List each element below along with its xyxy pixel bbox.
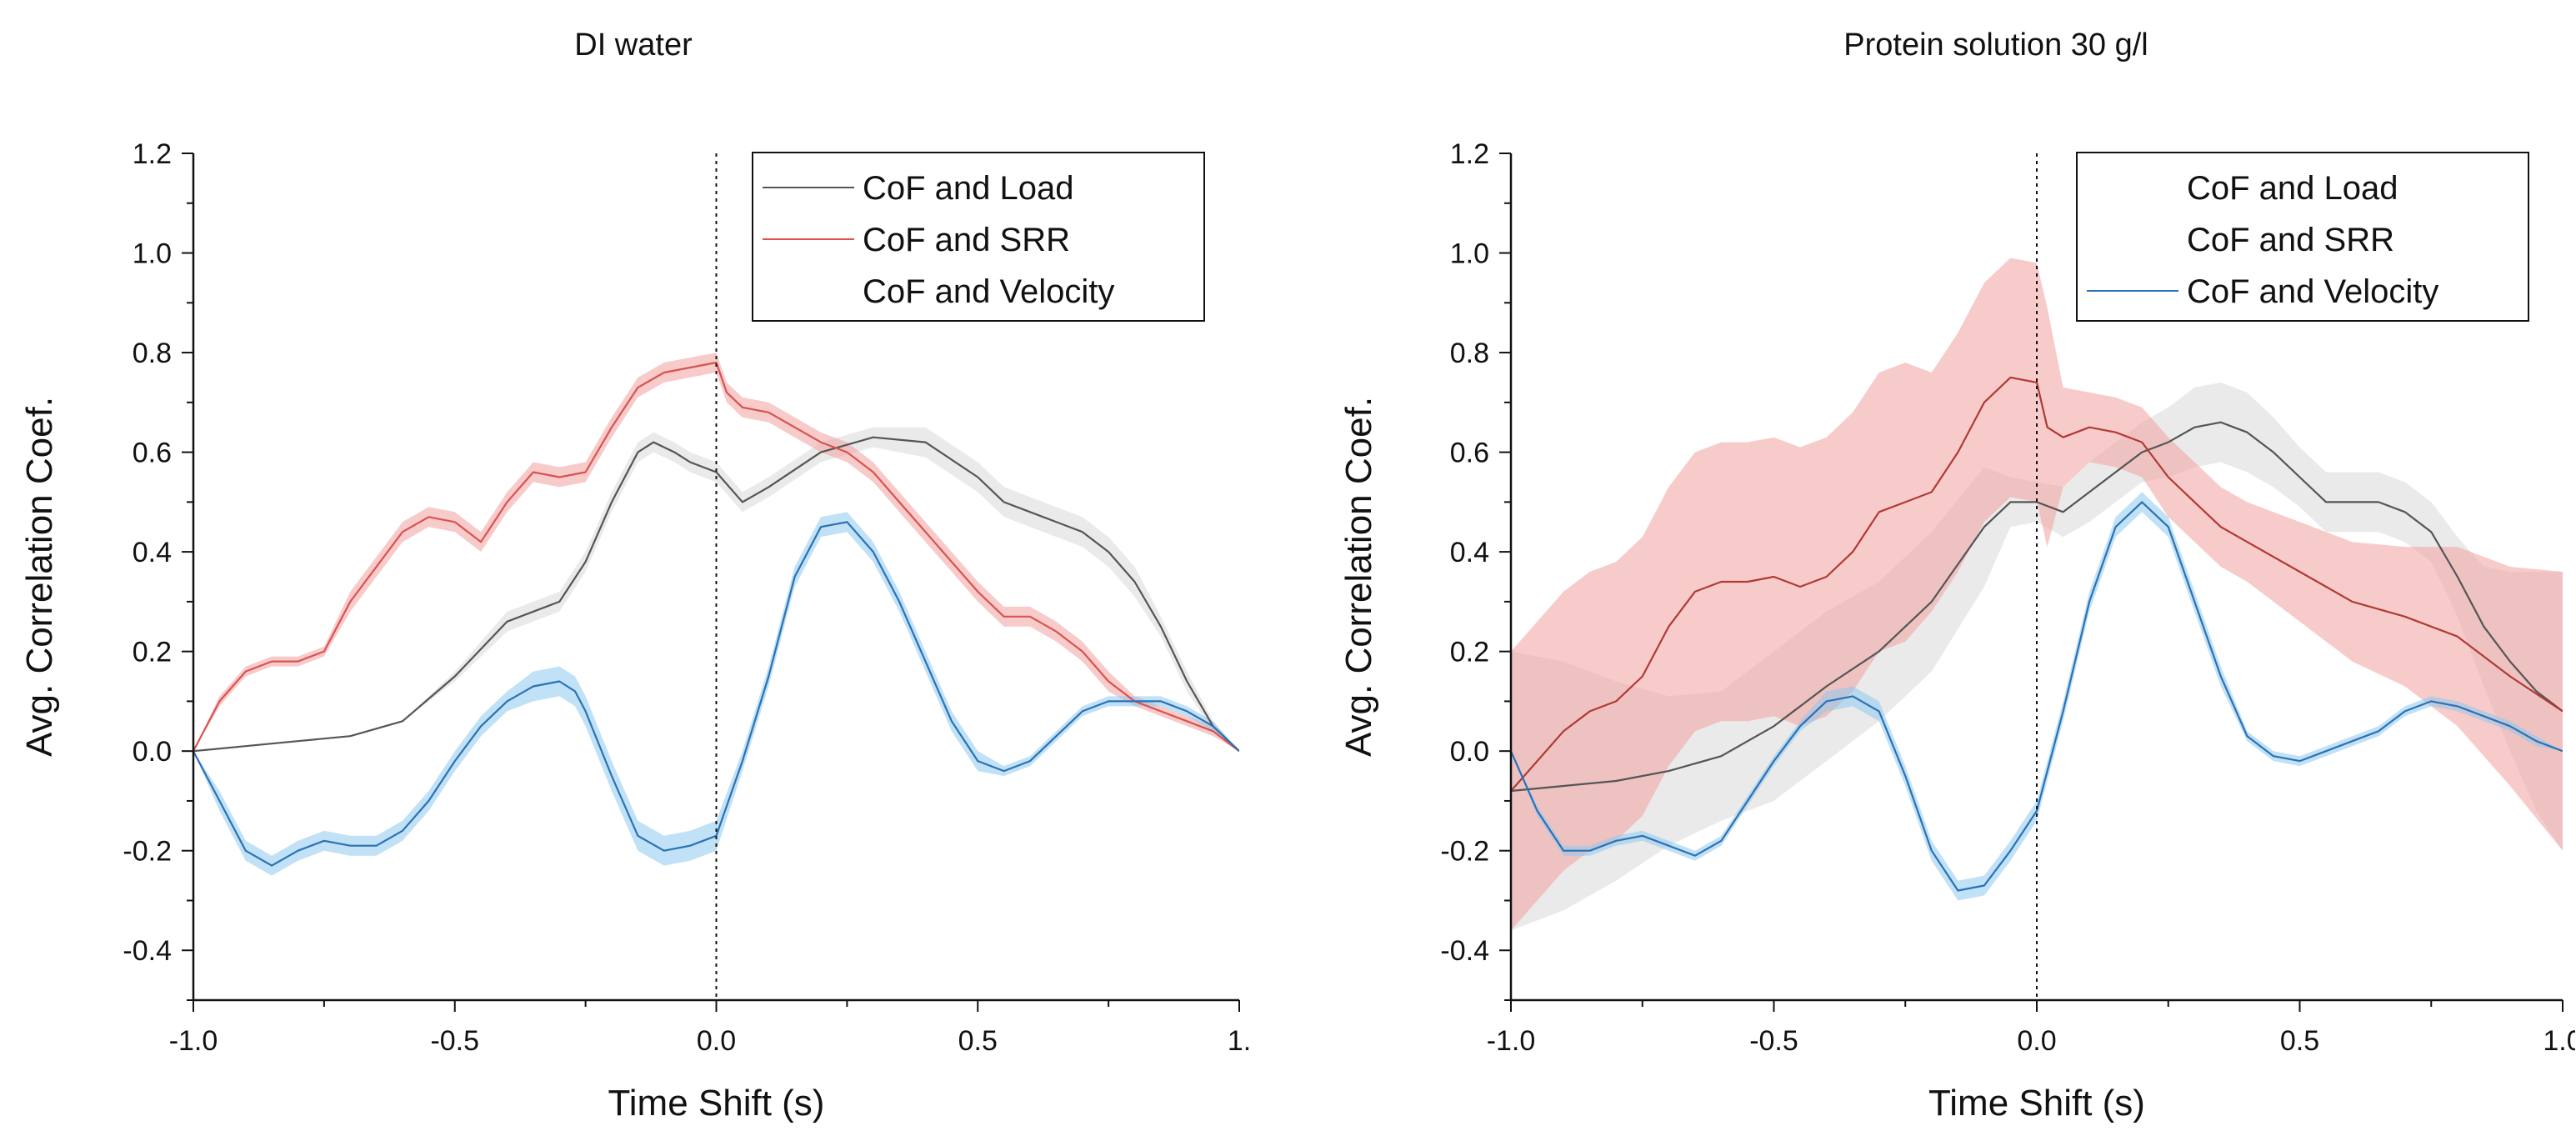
- y-tick-label: 0.4: [133, 537, 172, 568]
- y-axis-label: Avg. Correlation Coef.: [19, 397, 60, 757]
- y-tick-label: 0.6: [1450, 438, 1489, 469]
- x-axis-label: Time Shift (s): [1928, 1083, 2145, 1123]
- y-tick-label: 0.2: [1450, 637, 1489, 668]
- series-line-cof-and-velocity: [193, 521, 1239, 867]
- y-tick-label: 0.2: [133, 637, 172, 668]
- plot-area: [1511, 258, 2563, 931]
- legend-box: [2076, 152, 2529, 322]
- y-tick-label: -0.2: [1440, 836, 1489, 868]
- chart-di-water: DI water -0.4 -0.2 0.0 0.2 0.4 0.6 0.8 1.0 1.2 -1.…: [19, 28, 1251, 1123]
- y-axis-label: Avg. Correlation Coef.: [1338, 397, 1379, 757]
- legend: CoF and Load CoF and SRR CoF and Velocity: [752, 152, 1205, 322]
- y-tick-label: 1.2: [1450, 138, 1489, 170]
- chart-protein-solution: Protein solution 30 g/l -0.4 -0.2 0.0 0.2 0.4…: [1338, 28, 2575, 1123]
- x-tick-label: 0.5: [958, 1025, 998, 1057]
- band-cof-and-load: [1511, 382, 2563, 931]
- y-tick-label: 1.0: [133, 238, 172, 270]
- x-tick-label: 1.: [1228, 1025, 1251, 1057]
- plot-area: [193, 353, 1239, 876]
- legend-label-cof-and-load: CoF and Load: [863, 170, 1074, 207]
- y-tick-label: 0.6: [133, 438, 172, 469]
- legend: CoF and Load CoF and SRR CoF and Velocity: [2076, 152, 2529, 322]
- y-tick-label: 1.0: [1450, 238, 1489, 270]
- legend-box: [752, 152, 1205, 322]
- x-tick-label: -0.5: [1749, 1025, 1798, 1057]
- legend-label-cof-and-srr: CoF and SRR: [2187, 222, 2394, 258]
- y-tick-label: 0.0: [133, 736, 172, 768]
- x-tick-label: 0.0: [2017, 1025, 2056, 1057]
- legend-label-cof-and-load: CoF and Load: [2187, 170, 2398, 207]
- x-tick-label: 1.0: [2543, 1025, 2575, 1057]
- y-tick-label: 0.0: [1450, 736, 1489, 768]
- legend-label-cof-and-velocity: CoF and Velocity: [2187, 273, 2438, 310]
- chart-title: DI water: [574, 28, 693, 63]
- y-tick-label: -0.4: [1440, 935, 1489, 967]
- band-cof-and-srr: [1511, 258, 2563, 931]
- y-tick-label: 0.8: [133, 338, 172, 369]
- y-tick-label: -0.4: [123, 935, 172, 967]
- x-tick-label: -1.0: [1487, 1025, 1536, 1057]
- legend-label-cof-and-velocity: CoF and Velocity: [863, 273, 1114, 310]
- chart-panel-di-water: DI water -0.4 -0.2 0.0 0.2 0.4 0.6 0.8 1.0 1.2 -1.…: [19, 28, 1251, 1123]
- series-line-cof-and-srr: [1511, 376, 2563, 792]
- x-tick-label: 0.5: [2280, 1025, 2319, 1057]
- x-axis-label: Time Shift (s): [608, 1083, 825, 1123]
- series-line-cof-and-srr: [193, 361, 1239, 753]
- series-line-cof-and-load: [1511, 421, 2563, 793]
- x-tick-label: -0.5: [430, 1025, 479, 1057]
- x-tick-label: 0.0: [697, 1025, 736, 1057]
- chart-title: Protein solution 30 g/l: [1843, 28, 2148, 63]
- legend-label-cof-and-srr: CoF and SRR: [863, 222, 1070, 258]
- x-tick-label: -1.0: [169, 1025, 218, 1057]
- series-line-cof-and-velocity: [1511, 501, 2563, 892]
- band-cof-and-velocity: [1511, 492, 2563, 901]
- chart-panel-protein-solution: Protein solution 30 g/l -0.4 -0.2 0.0 0.2 0.4…: [1288, 0, 2575, 1136]
- y-tick-label: 0.8: [1450, 338, 1489, 369]
- y-tick-label: 1.2: [133, 138, 172, 170]
- y-tick-label: 0.4: [1450, 537, 1489, 568]
- y-tick-label: -0.2: [123, 836, 172, 868]
- series-line-cof-and-load: [193, 436, 1239, 753]
